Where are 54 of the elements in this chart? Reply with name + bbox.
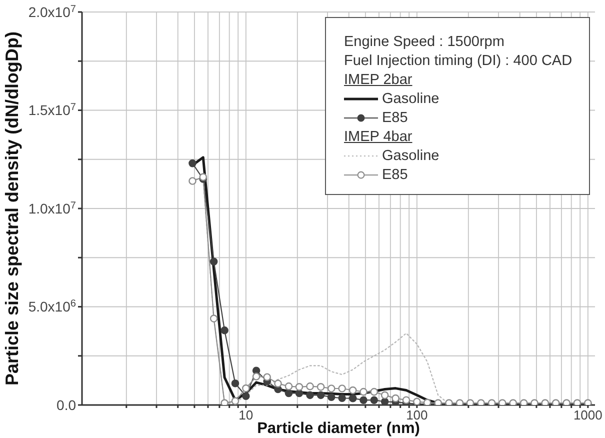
point [295,389,304,398]
point [370,388,378,396]
point [210,258,218,266]
point [380,398,389,405]
y-tick-label: 1.5x10$^{7}$ [28,102,76,118]
point [370,396,378,404]
point [327,393,336,402]
point [316,383,325,391]
point [306,391,314,400]
point [338,394,346,402]
point [392,394,400,402]
point [220,399,228,405]
point [316,391,325,400]
point [231,397,240,405]
annotation: Engine Speed : 1500rpm [344,33,506,52]
point [360,396,368,404]
legend-label: Gasoline [382,91,440,107]
y-tick-label: 0.0 [56,396,76,413]
point [252,372,260,380]
point [338,384,346,392]
point [188,159,196,168]
y-tick-label: 2.0x10$^{7}$ [28,3,76,20]
legend-label: Gasoline [382,148,440,164]
point [263,373,271,381]
x-tick-label: 100 [406,407,428,422]
annotation: Fuel Injection timing (DI) : 400 CAD [344,52,574,71]
point [413,398,421,405]
point [242,392,250,400]
point [327,384,336,392]
point [242,384,250,392]
annotation: IMEP 2bar [344,71,414,90]
point [348,386,357,394]
point [220,326,228,334]
y-tick-label: 5.0x10$^{6}$ [28,298,76,315]
point [284,389,293,398]
x-axis-title: Particle diameter (nm) [257,420,420,437]
x-tick-label: 1000 [573,407,602,422]
point [274,380,282,388]
point [380,391,389,400]
x-tick-label: 10 [238,407,254,422]
y-axis-title: Particle size spectral density (dN/dlogDp) [2,31,22,386]
point [402,396,410,404]
point [210,314,218,322]
point [360,388,368,396]
point [295,383,304,391]
annotation: IMEP 4bar [344,128,414,147]
legend-label: E85 [382,110,408,126]
point [188,177,196,185]
legend-label: E85 [382,167,408,183]
y-tick-label: 1.0x10$^{7}$ [28,200,76,216]
point [348,394,357,402]
point [284,382,293,390]
point [231,379,240,388]
point [306,382,314,390]
